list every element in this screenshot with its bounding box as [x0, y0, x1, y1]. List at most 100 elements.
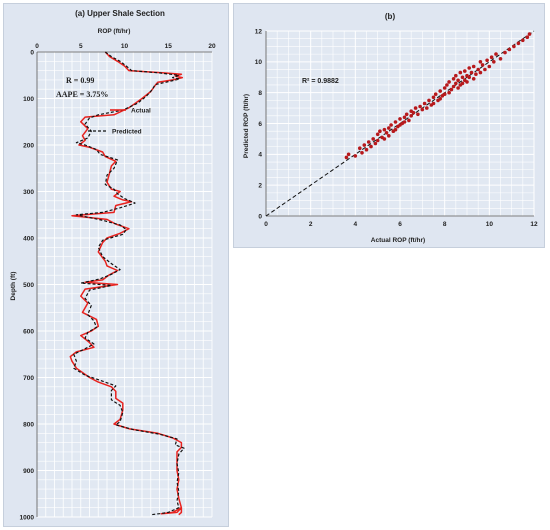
- scatter-point: [431, 95, 436, 100]
- scatter-point: [353, 154, 358, 158]
- scatter-point: [449, 87, 454, 92]
- scatter-point: [483, 67, 487, 72]
- y-tick-label: 1000: [20, 514, 35, 521]
- scatter-point: [507, 47, 512, 52]
- y-tick-label: 700: [23, 375, 34, 382]
- scatter-point: [387, 126, 391, 130]
- y-tick-label: 0: [258, 213, 262, 220]
- scatter-point: [411, 110, 416, 115]
- y-tick-label: 400: [23, 235, 34, 242]
- scatter-point: [474, 72, 478, 76]
- scatter-point: [467, 66, 471, 70]
- scatter-point: [407, 118, 411, 123]
- scatter-point: [512, 44, 516, 49]
- chart-a-y-axis-label: Depth (ft): [10, 272, 17, 301]
- scatter-point: [485, 58, 489, 63]
- chart-a-title: (a) Upper Shale Section: [75, 9, 165, 18]
- scatter-point: [487, 64, 492, 69]
- scatter-point: [527, 32, 532, 36]
- x-tick-label: 10: [121, 43, 129, 50]
- scatter-point: [427, 98, 431, 103]
- y-tick-label: 900: [23, 468, 34, 475]
- chart-b-ticks: 0 2 4 6 8 10 12 0 2 4 6 8 10 12: [255, 28, 538, 228]
- x-tick-label: 15: [165, 43, 173, 50]
- scatter-point: [393, 127, 398, 132]
- scatter-point: [476, 67, 480, 72]
- y-tick-label: 500: [23, 282, 34, 289]
- y-tick-label: 800: [23, 421, 34, 428]
- scatter-point: [398, 117, 402, 121]
- y-tick-label: 300: [23, 189, 34, 196]
- scatter-point: [489, 55, 494, 59]
- scatter-point: [413, 106, 418, 110]
- scatter-point: [438, 89, 442, 93]
- scatter-point: [433, 92, 438, 96]
- scatter-point: [458, 70, 463, 75]
- x-tick-label: 20: [208, 43, 216, 50]
- scatter-point: [471, 64, 476, 69]
- chart-b-title: (b): [385, 12, 396, 21]
- scatter-point: [375, 138, 380, 143]
- scatter-point: [467, 75, 471, 80]
- scatter-point: [393, 120, 398, 124]
- scatter-point: [521, 38, 525, 43]
- scatter-point: [442, 92, 447, 96]
- scatter-point: [418, 104, 422, 109]
- scatter-point: [360, 151, 364, 155]
- scatter-point: [516, 41, 521, 46]
- scatter-point: [525, 35, 530, 39]
- scatter-chart: (b) Actual ROP (ft/hr) Predicted ROP (ft…: [243, 12, 538, 244]
- scatter-point: [480, 63, 485, 67]
- scatter-point: [456, 86, 460, 90]
- scatter-point: [389, 123, 393, 127]
- scatter-point: [402, 120, 407, 124]
- scatter-point: [492, 60, 496, 64]
- y-tick-label: 600: [23, 328, 34, 335]
- scatter-point: [438, 97, 442, 101]
- y-tick-label: 12: [255, 28, 263, 35]
- x-tick-label: 0: [35, 43, 39, 50]
- scatter-point: [463, 69, 467, 73]
- scatter-point: [382, 127, 387, 132]
- chart-a-annotation-r: R = 0.99: [66, 76, 94, 85]
- scatter-point: [494, 52, 498, 56]
- scatter-point: [465, 80, 469, 84]
- scatter-point: [387, 134, 391, 138]
- scatter-point: [358, 146, 362, 150]
- y-tick-label: 6: [258, 121, 262, 128]
- scatter-point: [451, 84, 456, 89]
- y-tick-label: 100: [23, 96, 34, 103]
- scatter-point: [382, 137, 387, 141]
- scatter-point: [469, 70, 474, 75]
- legend-predicted-label: Predicted: [112, 129, 142, 136]
- chart-b-x-axis-label: Actual ROP (ft/hr): [371, 237, 425, 244]
- scatter-point: [478, 60, 483, 64]
- chart-b-y-axis-label: Predicted ROP (ft/hr): [243, 94, 250, 158]
- scatter-point: [445, 83, 449, 87]
- y-tick-label: 2: [258, 182, 262, 189]
- x-tick-label: 8: [443, 221, 447, 228]
- scatter-point: [447, 90, 451, 95]
- x-tick-label: 0: [264, 221, 268, 228]
- scatter-panel: (b) Actual ROP (ft/hr) Predicted ROP (ft…: [233, 3, 545, 248]
- y-tick-label: 8: [258, 90, 262, 97]
- x-tick-label: 6: [398, 221, 402, 228]
- scatter-point: [456, 78, 460, 83]
- y-tick-label: 10: [255, 59, 263, 66]
- x-tick-label: 4: [354, 221, 358, 228]
- scatter-point: [409, 114, 413, 118]
- scatter-point: [503, 50, 507, 55]
- scatter-point: [384, 131, 389, 135]
- scatter-point: [498, 57, 503, 61]
- scatter-point: [454, 81, 458, 86]
- y-tick-label: 0: [30, 49, 34, 56]
- chart-a-x-axis-label: ROP (ft/hr): [98, 28, 131, 35]
- scatter-point: [346, 152, 351, 157]
- scatter-point: [402, 115, 407, 120]
- scatter-point: [451, 77, 456, 81]
- scatter-point: [478, 70, 483, 75]
- x-tick-label: 12: [530, 221, 538, 228]
- scatter-point: [366, 140, 371, 144]
- scatter-point: [454, 73, 458, 78]
